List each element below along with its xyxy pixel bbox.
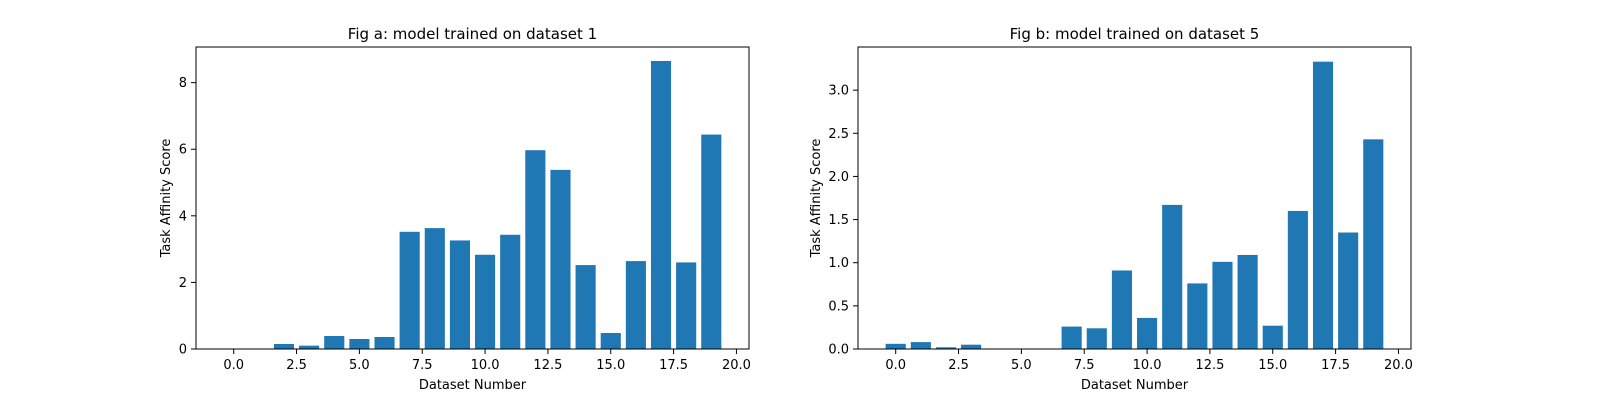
y-tick-label: 1.5 bbox=[828, 213, 849, 228]
y-tick-label: 0.0 bbox=[828, 343, 849, 358]
bar-dataset-0 bbox=[885, 343, 906, 349]
bar-dataset-15 bbox=[600, 333, 621, 349]
bar-dataset-8 bbox=[1086, 328, 1107, 349]
bar-dataset-19 bbox=[701, 134, 722, 349]
bar-dataset-4 bbox=[324, 336, 345, 349]
y-tick-label: 0 bbox=[179, 343, 187, 358]
x-tick-label: 20.0 bbox=[722, 358, 751, 373]
y-tick-label: 3.0 bbox=[828, 84, 849, 99]
bar-dataset-2 bbox=[273, 344, 295, 349]
bar-dataset-19 bbox=[1363, 139, 1384, 349]
x-axis-label: Dataset Number bbox=[419, 378, 527, 393]
bar-dataset-16 bbox=[1287, 210, 1308, 349]
x-axis-label: Dataset Number bbox=[1081, 378, 1189, 393]
x-tick-label: 10.0 bbox=[1133, 358, 1162, 373]
bar-dataset-17 bbox=[1312, 61, 1334, 350]
bar-dataset-6 bbox=[374, 337, 395, 349]
chart-fig-a: Fig a: model trained on dataset 1 Datase… bbox=[159, 25, 751, 393]
x-tick-label: 12.5 bbox=[533, 358, 562, 373]
x-tick-label: 17.5 bbox=[659, 358, 688, 373]
x-ticks: 0.0 2.5 5.0 7.5 10.0 12.5 15.0 17.5 20.0 bbox=[885, 349, 1413, 373]
y-tick-label: 8 bbox=[179, 76, 187, 91]
x-tick-label: 5.0 bbox=[349, 358, 370, 373]
y-tick-label: 0.5 bbox=[828, 299, 849, 314]
bar-dataset-12 bbox=[525, 150, 546, 349]
bar-dataset-13 bbox=[550, 169, 571, 349]
x-tick-label: 7.5 bbox=[1074, 358, 1095, 373]
bar-dataset-14 bbox=[575, 265, 596, 349]
x-tick-label: 0.0 bbox=[885, 358, 906, 373]
bar-group bbox=[885, 61, 1384, 350]
chart-title: Fig b: model trained on dataset 5 bbox=[1010, 25, 1260, 43]
bar-dataset-3 bbox=[961, 344, 982, 349]
bar-dataset-10 bbox=[475, 254, 496, 349]
y-ticks: 0.0 0.5 1.0 1.5 2.0 2.5 3.0 bbox=[828, 84, 858, 358]
bar-dataset-13 bbox=[1212, 261, 1233, 349]
x-tick-label: 7.5 bbox=[412, 358, 433, 373]
y-tick-label: 4 bbox=[179, 209, 187, 224]
bar-dataset-3 bbox=[299, 345, 320, 349]
chart-fig-b: Fig b: model trained on dataset 5 Datase… bbox=[809, 25, 1413, 393]
x-tick-label: 0.0 bbox=[223, 358, 244, 373]
bar-dataset-9 bbox=[449, 240, 470, 349]
x-tick-label: 5.0 bbox=[1011, 358, 1032, 373]
bar-dataset-7 bbox=[1061, 326, 1082, 349]
x-tick-label: 10.0 bbox=[471, 358, 500, 373]
bar-dataset-11 bbox=[1162, 204, 1183, 349]
bar-dataset-7 bbox=[399, 231, 420, 349]
bar-dataset-12 bbox=[1187, 283, 1208, 349]
x-tick-label: 20.0 bbox=[1384, 358, 1413, 373]
x-tick-label: 15.0 bbox=[596, 358, 625, 373]
x-tick-label: 12.5 bbox=[1195, 358, 1224, 373]
bar-dataset-5 bbox=[349, 339, 370, 349]
bar-dataset-16 bbox=[625, 261, 646, 349]
x-tick-label: 2.5 bbox=[948, 358, 969, 373]
bar-dataset-18 bbox=[1338, 232, 1359, 349]
bar-dataset-18 bbox=[676, 262, 697, 349]
y-axis-label: Task Affinity Score bbox=[159, 139, 174, 259]
y-tick-label: 2.5 bbox=[828, 127, 849, 142]
plot-frame bbox=[857, 46, 1412, 350]
bar-dataset-8 bbox=[424, 228, 445, 349]
bar-dataset-14 bbox=[1237, 254, 1258, 349]
y-axis-label: Task Affinity Score bbox=[809, 139, 824, 259]
x-tick-label: 15.0 bbox=[1258, 358, 1287, 373]
y-ticks: 0 2 4 6 8 bbox=[179, 76, 196, 358]
x-tick-label: 2.5 bbox=[286, 358, 307, 373]
x-ticks: 0.0 2.5 5.0 7.5 10.0 12.5 15.0 17.5 20.0 bbox=[223, 349, 751, 373]
y-tick-label: 6 bbox=[179, 143, 187, 158]
x-tick-label: 17.5 bbox=[1321, 358, 1350, 373]
bar-dataset-11 bbox=[500, 234, 521, 349]
y-tick-label: 1.0 bbox=[828, 256, 849, 271]
bar-group bbox=[273, 60, 722, 349]
bar-dataset-2 bbox=[935, 347, 957, 349]
y-tick-label: 2 bbox=[179, 276, 187, 291]
bar-dataset-9 bbox=[1111, 270, 1132, 349]
chart-title: Fig a: model trained on dataset 1 bbox=[348, 25, 597, 43]
plot-frame bbox=[195, 46, 750, 350]
bar-dataset-15 bbox=[1262, 325, 1283, 349]
bar-dataset-10 bbox=[1137, 317, 1158, 349]
bar-dataset-17 bbox=[650, 60, 672, 349]
y-tick-label: 2.0 bbox=[828, 170, 849, 185]
bar-dataset-1 bbox=[910, 342, 931, 349]
